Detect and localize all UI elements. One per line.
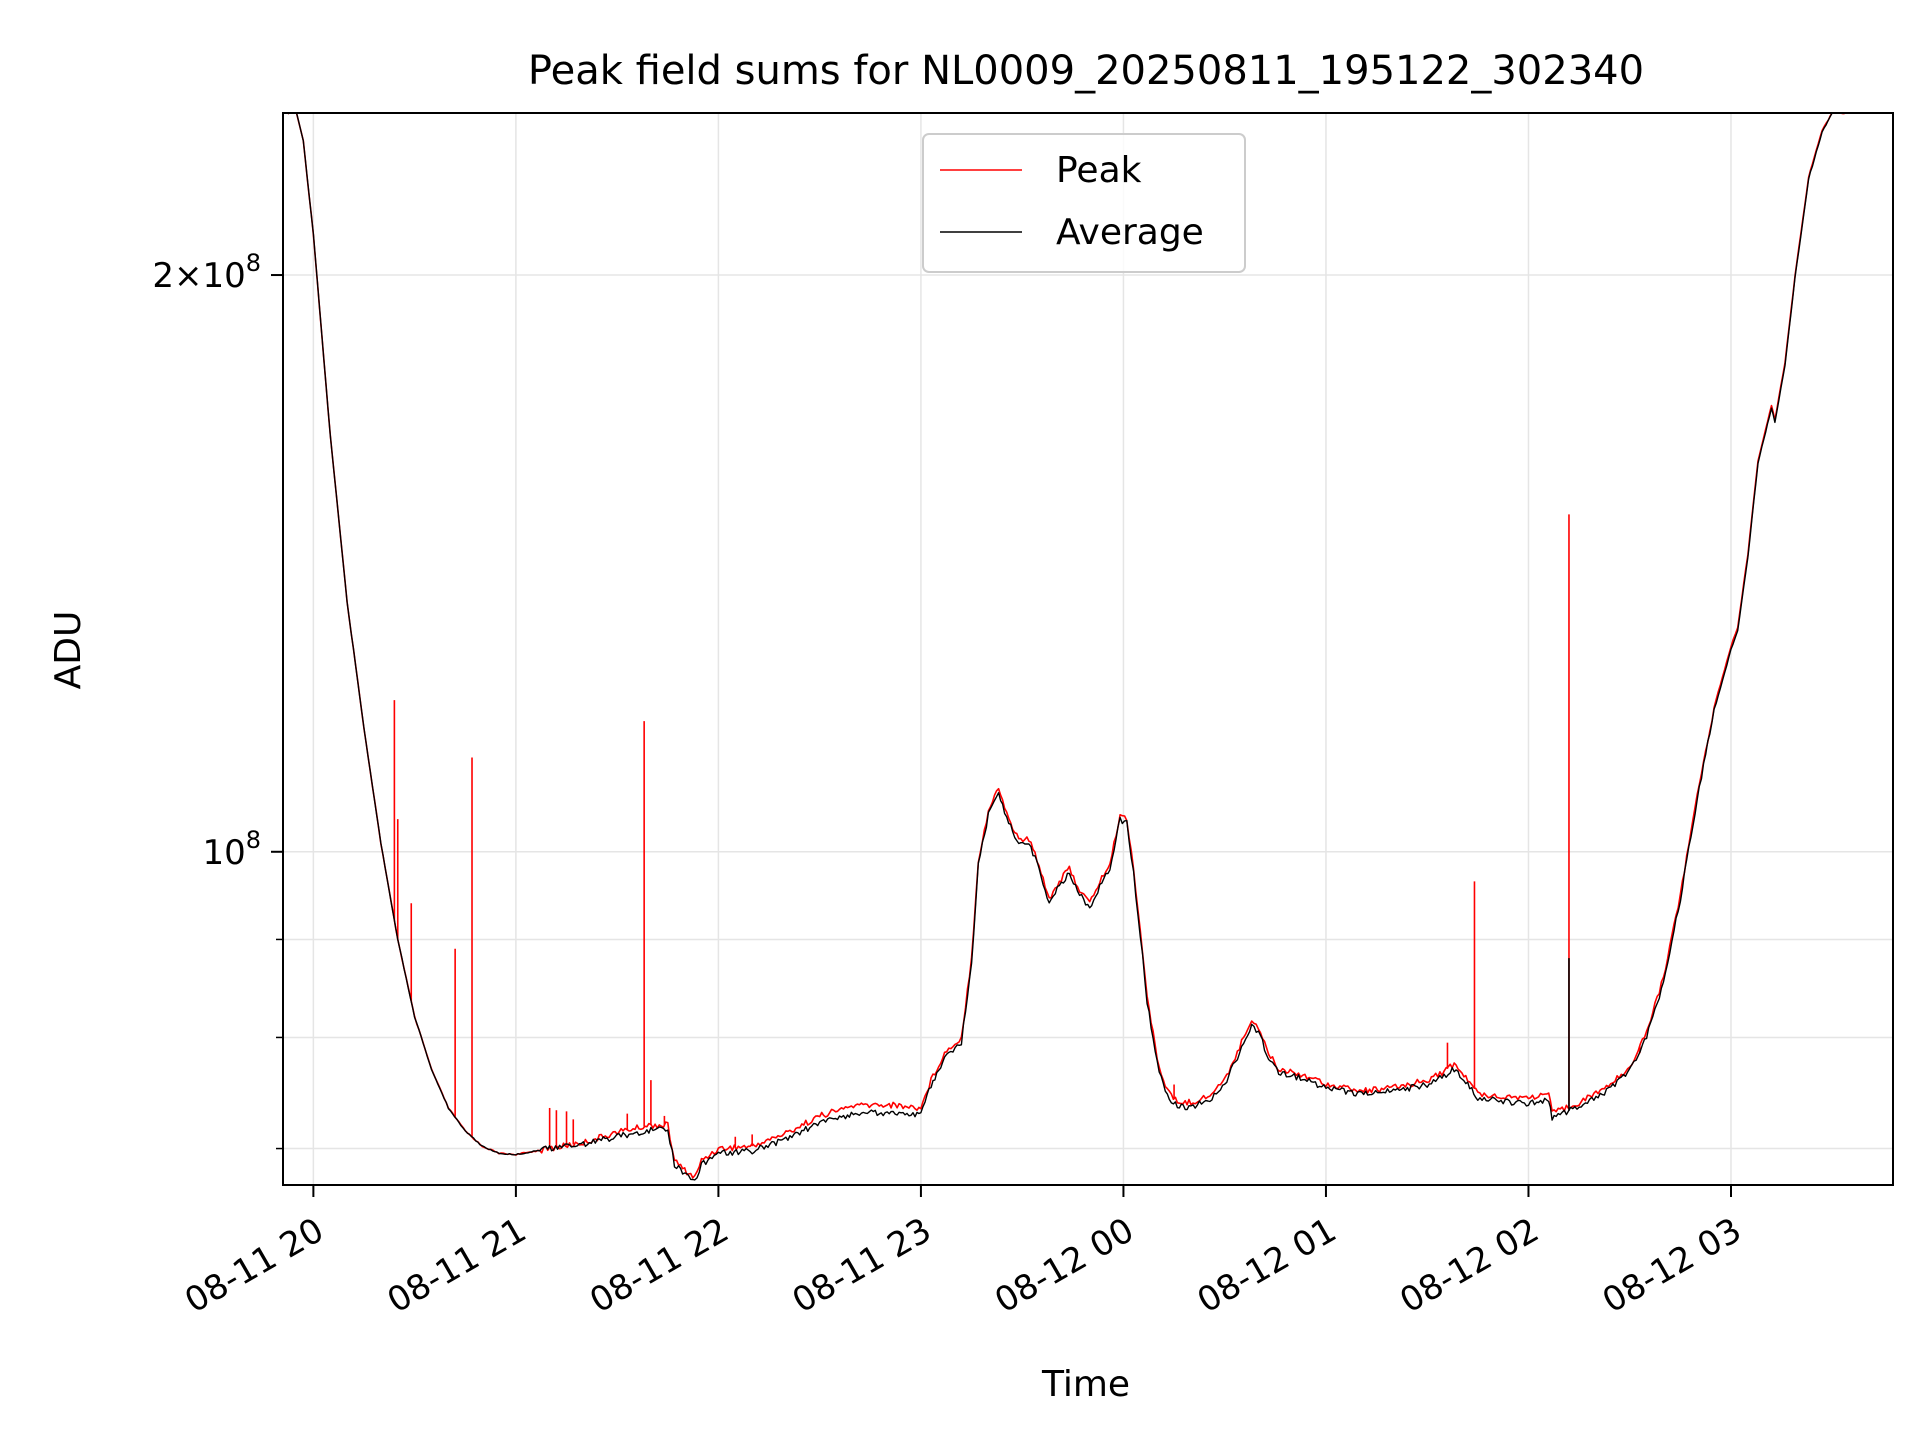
series-line-average — [286, 113, 1846, 1181]
y-tick-label: 108 — [202, 826, 261, 873]
series-average — [286, 113, 1846, 1181]
series-peak — [286, 113, 1846, 1179]
legend-label-average: Average — [1056, 212, 1204, 253]
series-layer — [286, 113, 1846, 1181]
grid — [283, 113, 1893, 1185]
y-tick-label: 2×108 — [152, 249, 261, 296]
legend: Peak Average — [922, 133, 1246, 273]
y-axis: 108 2×108 — [152, 249, 283, 1150]
series-line-peak — [286, 113, 1846, 1179]
y-axis-label: ADU — [48, 611, 89, 690]
chart-title: Peak field sums for NL0009_20250811_1951… — [528, 48, 1644, 94]
x-axis-label: Time — [1041, 1364, 1130, 1405]
legend-box — [922, 133, 1246, 273]
plot-frame — [282, 112, 1894, 1186]
legend-label-peak: Peak — [1056, 150, 1142, 191]
